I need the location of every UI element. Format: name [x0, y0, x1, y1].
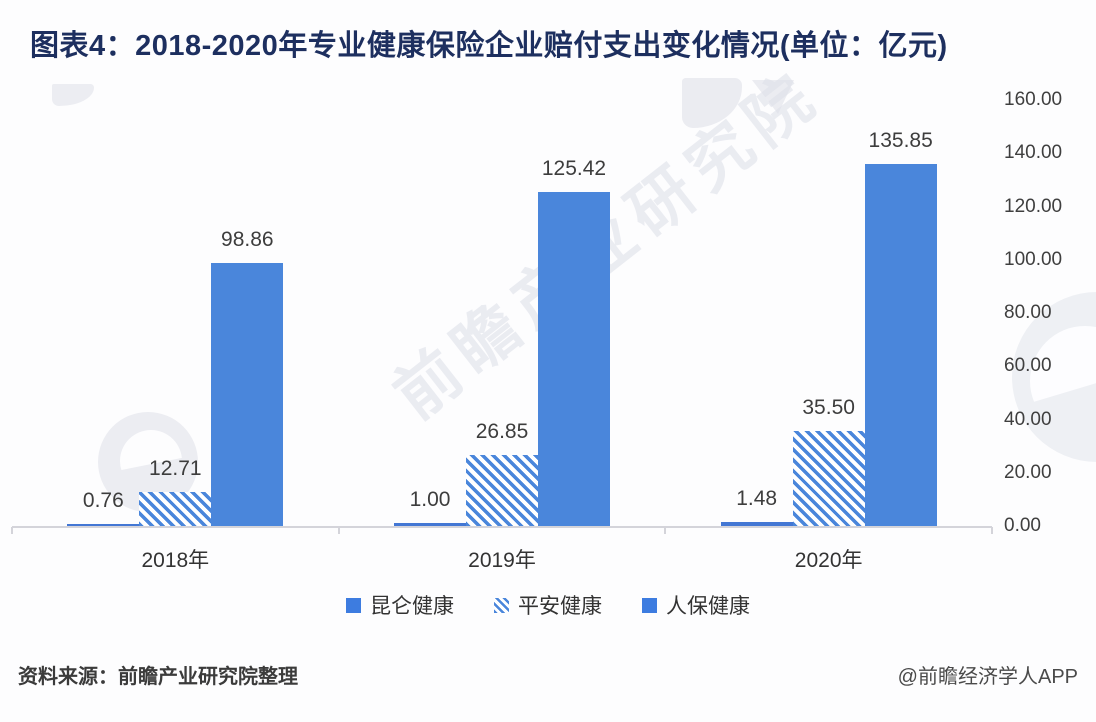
bar-平安健康-2019年 — [466, 454, 538, 526]
x-axis-tick — [337, 527, 340, 534]
x-axis-line — [12, 526, 992, 528]
legend-item-kunlun: 昆仑健康 — [346, 590, 454, 620]
bar-人保健康-2019年 — [538, 192, 610, 526]
bar-昆仑健康-2020年 — [720, 522, 793, 526]
footer: 资料来源：前瞻产业研究院整理 @前瞻经济学人APP — [0, 660, 1096, 689]
legend-item-pingan: 平安健康 — [494, 590, 602, 620]
bar-value-label: 1.00 — [409, 488, 451, 512]
legend-label: 昆仑健康 — [370, 595, 454, 618]
bar-昆仑健康-2019年 — [394, 523, 466, 526]
x-axis-tick — [664, 527, 667, 534]
y-axis-label: 0.00 — [1004, 515, 1041, 536]
legend-item-renbao: 人保健康 — [642, 590, 750, 620]
x-axis-tick — [11, 527, 13, 534]
data-source-text: 资料来源：前瞻产业研究院整理 — [18, 666, 298, 688]
y-axis-label: 120.00 — [1004, 195, 1063, 217]
y-axis-label: 100.00 — [1004, 248, 1063, 270]
bar-昆仑健康-2018年 — [67, 523, 140, 526]
legend-label: 平安健康 — [518, 595, 602, 618]
y-axis-label: 60.00 — [1004, 355, 1052, 377]
credit-text: @前瞻经济学人APP — [897, 666, 1078, 688]
bar-人保健康-2020年 — [864, 164, 937, 526]
bar-value-label: 26.85 — [475, 419, 529, 443]
legend-label: 人保健康 — [666, 595, 750, 618]
bar-value-label: 1.48 — [736, 487, 778, 511]
bar-平安健康-2020年 — [792, 431, 865, 526]
x-axis-label: 2019年 — [468, 549, 536, 572]
y-axis-label: 80.00 — [1004, 302, 1052, 323]
legend-swatch-solid-icon — [346, 597, 361, 613]
x-axis-tick — [991, 527, 993, 534]
legend-swatch-hatch-icon — [494, 597, 509, 613]
page-title: 图表4：2018-2020年专业健康保险企业赔付支出变化情况(单位：亿元) — [30, 30, 948, 62]
legend-swatch-solid-icon — [642, 597, 657, 613]
bar-value-label: 12.71 — [149, 457, 202, 481]
x-axis-label: 2018年 — [141, 549, 210, 572]
bar-value-label: 98.86 — [221, 227, 274, 251]
y-axis-label: 40.00 — [1004, 408, 1052, 430]
y-axis-label: 140.00 — [1004, 142, 1063, 164]
bar-value-label: 0.76 — [82, 488, 124, 512]
y-axis-label: 160.00 — [1004, 89, 1063, 110]
x-axis-label: 2020年 — [794, 549, 863, 572]
bar-人保健康-2018年 — [211, 262, 284, 526]
chart-legend: 昆仑健康 平安健康 人保健康 — [0, 590, 1096, 620]
y-axis-label: 20.00 — [1004, 461, 1052, 483]
bar-value-label: 135.85 — [868, 129, 933, 153]
bar-value-label: 125.42 — [541, 157, 607, 181]
bar-value-label: 35.50 — [802, 396, 855, 420]
